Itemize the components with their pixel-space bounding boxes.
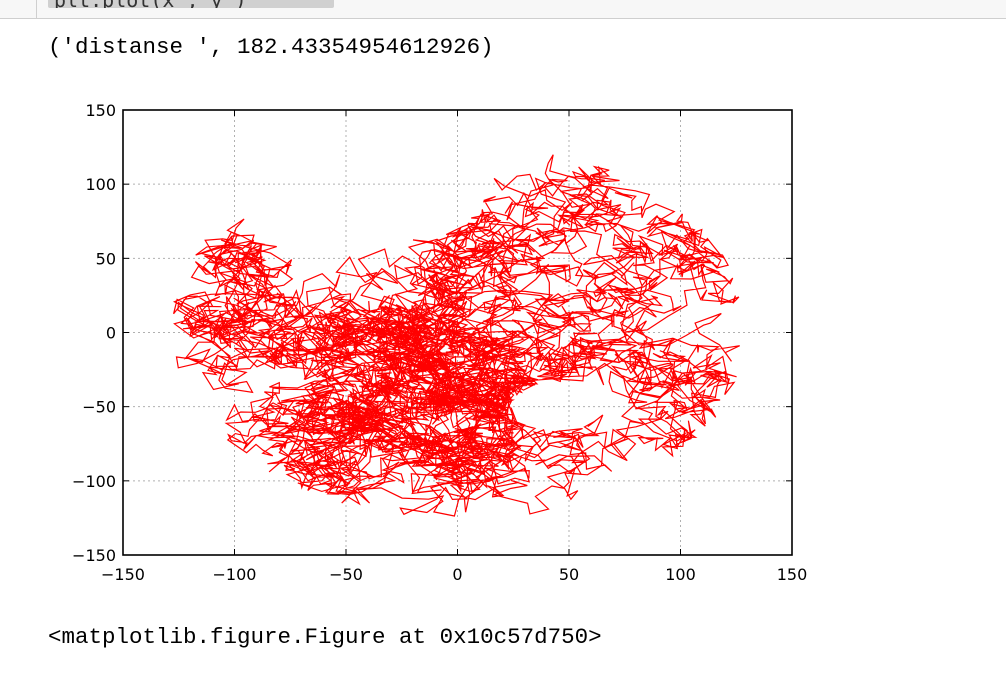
- x-tick-label: −50: [329, 565, 363, 584]
- tick-labels: −150 −100 −50 0 50 100 150 −150 −100 −50 0 50 100 150: [72, 101, 807, 584]
- code-editor[interactable]: plt.plot(x_, y_): [48, 0, 334, 8]
- x-tick-label: 0: [452, 565, 462, 584]
- x-tick-label: −150: [101, 565, 145, 584]
- y-tick-label: −150: [72, 546, 116, 565]
- series-line: [211, 242, 740, 516]
- figure-repr-output: <matplotlib.figure.Figure at 0x10c57d750…: [48, 624, 602, 650]
- y-tick-label: −100: [72, 472, 116, 491]
- code-line[interactable]: plt.plot(x_, y_): [54, 0, 247, 8]
- y-tick-label: 50: [96, 249, 116, 268]
- x-tick-label: 150: [777, 565, 808, 584]
- y-tick-label: 150: [85, 101, 116, 120]
- y-tick-label: 0: [106, 324, 116, 343]
- x-tick-label: 100: [665, 565, 696, 584]
- axes-frame: [122, 109, 793, 556]
- input-cell[interactable]: plt.plot(x_, y_): [0, 0, 1006, 19]
- input-cell-prompt-border: [36, 0, 37, 18]
- plot-area: [172, 154, 740, 517]
- y-tick-label: 100: [85, 175, 116, 194]
- y-tick-label: −50: [82, 398, 116, 417]
- print-output: ('distanse ', 182.43354954612926): [48, 34, 494, 60]
- x-tick-label: −100: [213, 565, 257, 584]
- x-tick-label: 50: [559, 565, 579, 584]
